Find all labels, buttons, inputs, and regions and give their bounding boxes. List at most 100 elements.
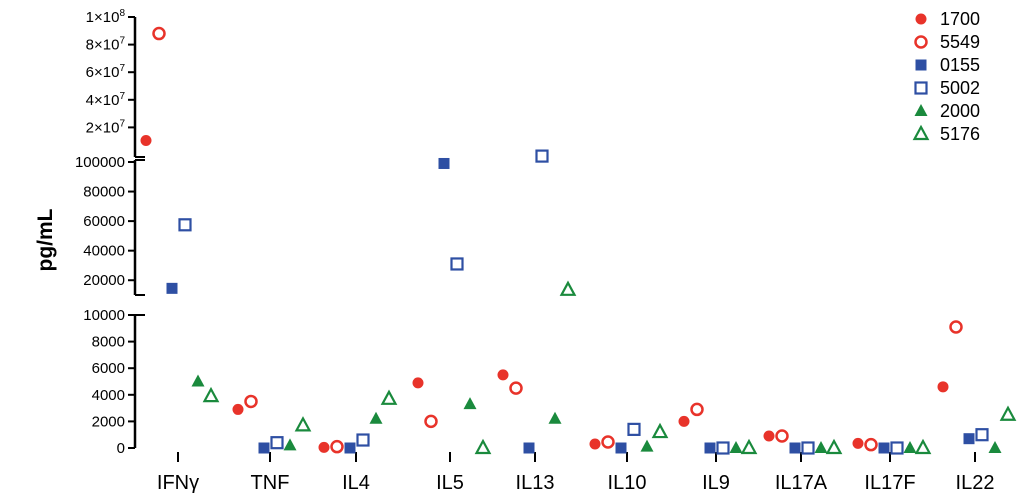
data-point: [914, 438, 932, 455]
legend-marker: [914, 104, 928, 116]
data-point: [283, 438, 297, 451]
x-tick-label: IL13: [516, 472, 555, 494]
data-point: [330, 439, 344, 454]
data-point: [903, 441, 917, 453]
legend-marker: [915, 59, 927, 71]
data-point: [178, 218, 192, 232]
data-point: [740, 438, 758, 455]
data-point: [975, 428, 989, 442]
data-point: [589, 438, 601, 450]
data-point: [775, 429, 789, 443]
data-point: [294, 416, 312, 432]
y-tick-label: 60000: [83, 213, 125, 230]
legend-item: 5176: [912, 124, 980, 144]
x-tick-label: IL9: [702, 472, 730, 494]
data-point: [704, 442, 716, 454]
y-tick-label: 0: [117, 440, 125, 457]
legend-marker: [914, 35, 928, 49]
data-point: [640, 439, 654, 452]
legend-label: 2000: [940, 101, 980, 121]
data-point: [890, 441, 904, 455]
data-point: [963, 433, 975, 445]
legend-label: 5549: [940, 32, 980, 52]
data-point: [450, 257, 464, 271]
data-point: [763, 430, 775, 442]
data-point: [559, 280, 577, 296]
x-tick-label: IL10: [608, 472, 647, 494]
x-axis: IFNγ TNF IL4 IL5 IL13 IL10 IL9 IL17A IL17F IL22: [157, 452, 995, 494]
data-point: [716, 441, 730, 455]
y-tick-label: 8000: [92, 334, 125, 351]
y-tick-label: 1×108: [86, 8, 126, 26]
data-point: [535, 149, 549, 163]
legend-item: 5002: [914, 78, 980, 98]
legend-item: 0155: [915, 55, 980, 75]
data-point: [852, 437, 864, 449]
data-point: [729, 441, 743, 453]
y-tick-label: 100000: [75, 154, 125, 171]
y-axis: [128, 16, 145, 449]
data-point: [258, 442, 270, 454]
data-point: [202, 386, 220, 403]
data-point: [825, 438, 843, 455]
y-tick-label: 80000: [83, 184, 125, 201]
legend: 1700 5549 0155 5002 2000 5176: [912, 9, 980, 144]
y-axis-label: pg/mL: [34, 208, 57, 271]
data-point: [438, 157, 450, 169]
data-point: [789, 442, 801, 454]
data-point: [523, 442, 535, 454]
data-point: [615, 442, 627, 454]
data-point: [497, 369, 509, 381]
x-tick-label: TNF: [251, 472, 290, 494]
legend-marker: [912, 124, 930, 141]
data-point: [509, 381, 523, 395]
data-point: [999, 405, 1017, 421]
x-tick-label: IL17F: [864, 472, 915, 494]
data-point: [864, 437, 878, 452]
data-point: [690, 402, 704, 417]
x-tick-label: IL22: [956, 472, 995, 494]
series-5176: [202, 280, 1017, 455]
data-point: [937, 381, 949, 393]
data-point: [424, 414, 438, 429]
legend-item: 1700: [915, 9, 980, 29]
y-tick-label: 8×107: [86, 36, 126, 54]
series-5002: [178, 149, 989, 455]
legend-item: 2000: [914, 101, 980, 121]
y-tick-label: 2000: [92, 413, 125, 430]
data-point: [814, 441, 828, 453]
data-point: [601, 435, 615, 449]
data-point: [878, 442, 890, 454]
y-tick-label: 4000: [92, 387, 125, 404]
data-point: [344, 442, 356, 454]
y-tick-label: 2×107: [86, 118, 126, 136]
y-tick-label: 40000: [83, 243, 125, 260]
data-point: [380, 389, 398, 405]
x-tick-label: IL5: [436, 472, 464, 494]
legend-label: 1700: [940, 9, 980, 29]
data-point: [651, 422, 669, 439]
legend-marker: [915, 13, 927, 25]
data-point: [140, 135, 152, 147]
data-point: [988, 441, 1002, 453]
y-tick-label: 4×107: [86, 91, 126, 109]
series-5549: [152, 26, 963, 454]
series-1700: [140, 135, 949, 453]
y-tick-labels: 0 2000 4000 6000 8000 10000 20000 40000 60000 800…: [75, 8, 126, 457]
data-point: [412, 377, 424, 389]
y-tick-label: 20000: [83, 272, 125, 289]
data-point: [678, 415, 690, 427]
data-point: [369, 411, 383, 424]
y-tick-label: 6×107: [86, 63, 126, 81]
y-tick-label: 6000: [92, 360, 125, 377]
data-point: [949, 320, 963, 334]
data-point: [474, 438, 492, 455]
data-point: [463, 397, 477, 410]
legend-label: 0155: [940, 55, 980, 75]
legend-marker: [914, 81, 928, 95]
data-point: [548, 411, 562, 424]
legend-label: 5002: [940, 78, 980, 98]
data-point: [318, 441, 330, 453]
legend-item: 5549: [914, 32, 980, 52]
